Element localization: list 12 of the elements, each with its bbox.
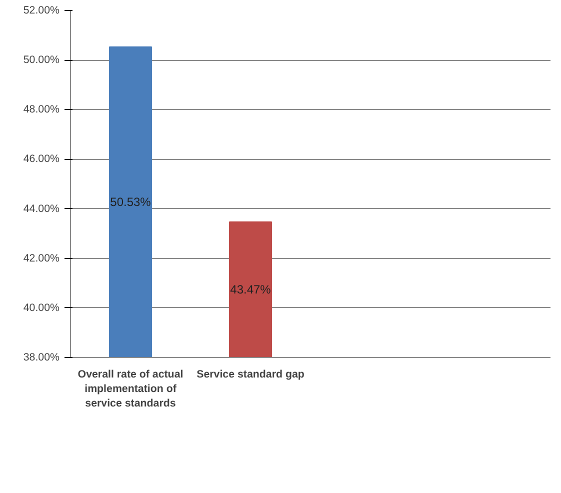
y-tick-label: 46.00% — [23, 153, 60, 166]
x-tick-label: Service standard gap — [196, 368, 305, 380]
y-tick-label: 40.00% — [23, 302, 60, 314]
x-tick-label: Overall rate of actual implementation of service standards — [78, 368, 184, 410]
y-tick-label: 48.00% — [23, 104, 60, 116]
data-label: 43.47% — [230, 282, 272, 297]
y-tick-label: 52.00% — [23, 4, 60, 16]
y-tick-label: 38.00% — [23, 352, 60, 364]
data-label: 50.53% — [110, 195, 152, 210]
y-tick-label: 42.00% — [23, 252, 60, 264]
y-tick-label: 44.00% — [23, 202, 60, 215]
y-tick-label: 50.00% — [23, 54, 60, 66]
